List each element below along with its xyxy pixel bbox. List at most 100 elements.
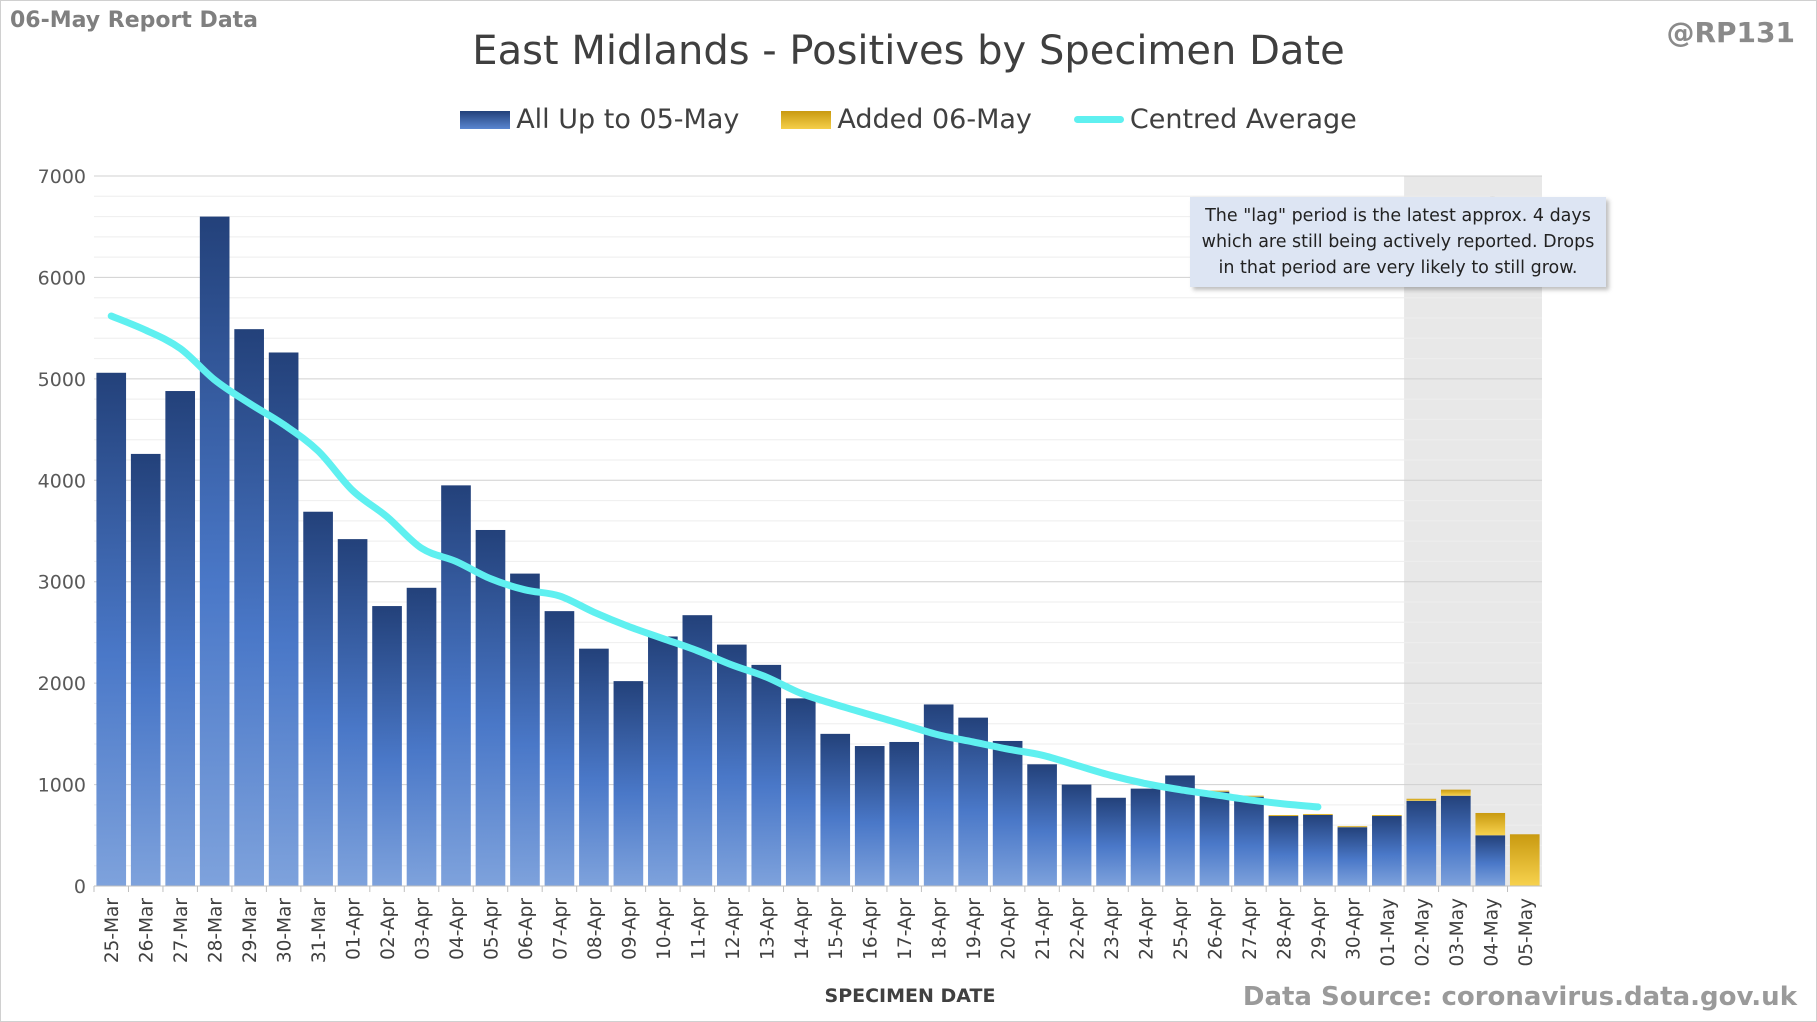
bar-added <box>1337 826 1368 828</box>
bar-all-up-to <box>96 372 127 886</box>
x-tick-label: 28-Apr <box>1274 898 1295 960</box>
x-tick-label: 24-Apr <box>1137 898 1158 960</box>
x-tick-label: 14-Apr <box>792 898 813 960</box>
bar-added <box>1234 795 1264 797</box>
bar-all-up-to <box>785 698 816 886</box>
legend-label-added: Added 06-May <box>837 104 1032 135</box>
bar-all-up-to <box>1268 816 1299 886</box>
x-tick-label: 01-May <box>1378 898 1399 967</box>
x-tick-label: 13-Apr <box>757 898 778 960</box>
x-tick-label: 03-Apr <box>413 898 434 960</box>
x-tick-label: 30-Apr <box>1343 898 1364 960</box>
x-tick-label: 25-Apr <box>1171 898 1192 960</box>
legend-item-added: Added 06-May <box>781 104 1032 135</box>
bar-all-up-to <box>1199 791 1230 886</box>
legend: All Up to 05-May Added 06-May Centred Av… <box>0 104 1817 135</box>
x-tick-label: 31-Mar <box>309 898 330 964</box>
bar-all-up-to <box>372 606 402 886</box>
x-tick-label: 16-Apr <box>861 898 882 960</box>
bar-all-up-to <box>544 611 575 886</box>
average-line-layer <box>107 312 1322 811</box>
x-tick-label: 09-Apr <box>619 898 640 960</box>
x-tick-label: 12-Apr <box>723 898 744 960</box>
x-tick-label: 06-Apr <box>516 898 537 960</box>
x-tick-label: 28-Mar <box>206 898 227 964</box>
y-tick-label: 0 <box>74 876 86 898</box>
bar-all-up-to <box>337 539 368 886</box>
x-tick-label: 11-Apr <box>688 898 709 960</box>
bar-added <box>1199 790 1230 792</box>
bar-all-up-to <box>648 636 678 886</box>
bar-all-up-to <box>1061 784 1092 886</box>
bar-all-up-to <box>1440 795 1471 886</box>
x-tick-label: 19-Apr <box>964 898 985 960</box>
chart-title: East Midlands - Positives by Specimen Da… <box>472 28 1345 74</box>
axes: 0 1000 2000 3000 4000 5000 6000 7000 25-Mar 26-Ma… <box>38 166 1542 966</box>
bar-all-up-to <box>1130 788 1161 886</box>
x-tick-label: 18-Apr <box>930 898 951 960</box>
legend-item-all-up-to: All Up to 05-May <box>460 104 739 135</box>
x-tick-label: 17-Apr <box>895 898 916 960</box>
lag-note: The "lag" period is the latest approx. 4… <box>1190 197 1606 287</box>
bar-added <box>1440 789 1471 796</box>
y-tick-label: 7000 <box>38 166 86 188</box>
x-tick-label: 29-Apr <box>1309 898 1330 960</box>
x-tick-label: 05-Apr <box>481 898 502 960</box>
bar-added <box>1475 812 1506 836</box>
x-tick-label: 20-Apr <box>999 898 1020 960</box>
bar-all-up-to <box>854 746 885 886</box>
bar-all-up-to <box>130 453 161 886</box>
bar-all-up-to <box>1234 796 1264 886</box>
x-tick-label: 27-Mar <box>171 898 192 964</box>
x-tick-label: 02-May <box>1412 898 1433 967</box>
legend-label-all-up-to: All Up to 05-May <box>516 104 740 135</box>
bar-all-up-to <box>716 644 747 886</box>
bar-added <box>1268 815 1299 817</box>
y-tick-label: 5000 <box>38 369 86 391</box>
bars <box>96 216 1540 887</box>
x-tick-label: 15-Apr <box>826 898 847 960</box>
x-tick-label: 08-Apr <box>585 898 606 960</box>
bar-all-up-to <box>475 529 506 886</box>
bar-all-up-to <box>441 485 471 886</box>
bar-all-up-to <box>199 216 230 887</box>
x-tick-label: 26-Apr <box>1205 898 1226 960</box>
lag-band-layer: LAG <box>1404 176 1542 886</box>
legend-swatch-gold <box>781 110 832 129</box>
bar-all-up-to <box>820 733 851 886</box>
bar-all-up-to <box>992 740 1023 886</box>
gridlines <box>94 175 1542 887</box>
bar-all-up-to <box>751 664 782 886</box>
legend-item-average: Centred Average <box>1073 104 1357 135</box>
bar-all-up-to <box>406 587 437 886</box>
bar-all-up-to <box>1337 827 1368 886</box>
x-tick-label: 21-Apr <box>1033 898 1054 960</box>
centred-average-line <box>107 312 1322 811</box>
bar-all-up-to <box>510 573 540 886</box>
x-tick-label: 04-May <box>1481 898 1502 967</box>
report-date-label: 06-May Report Data <box>10 8 259 33</box>
x-tick-label: 27-Apr <box>1240 898 1261 960</box>
x-tick-label: 05-May <box>1516 898 1537 967</box>
bar-added <box>1509 834 1540 886</box>
x-tick-label: 22-Apr <box>1068 898 1089 960</box>
x-tick-label: 29-Mar <box>240 898 261 964</box>
bar-all-up-to <box>613 681 644 886</box>
bar-all-up-to <box>1406 800 1437 886</box>
y-tick-label: 1000 <box>38 775 86 797</box>
bar-added <box>1303 813 1333 815</box>
bar-all-up-to <box>234 329 264 887</box>
y-tick-label: 4000 <box>38 470 86 492</box>
bar-all-up-to <box>165 391 196 886</box>
bar-all-up-to <box>1475 835 1506 886</box>
x-tick-label: 26-Mar <box>137 898 158 964</box>
x-tick-label: 02-Apr <box>378 898 399 960</box>
data-source-label: Data Source: coronavirus.data.gov.uk <box>1242 982 1797 1012</box>
bar-all-up-to <box>1303 815 1333 886</box>
bar-all-up-to <box>1372 816 1402 886</box>
bar-added <box>1372 815 1402 817</box>
lag-band <box>1404 176 1542 886</box>
legend-label-average: Centred Average <box>1129 104 1357 135</box>
bar-all-up-to <box>889 741 920 886</box>
